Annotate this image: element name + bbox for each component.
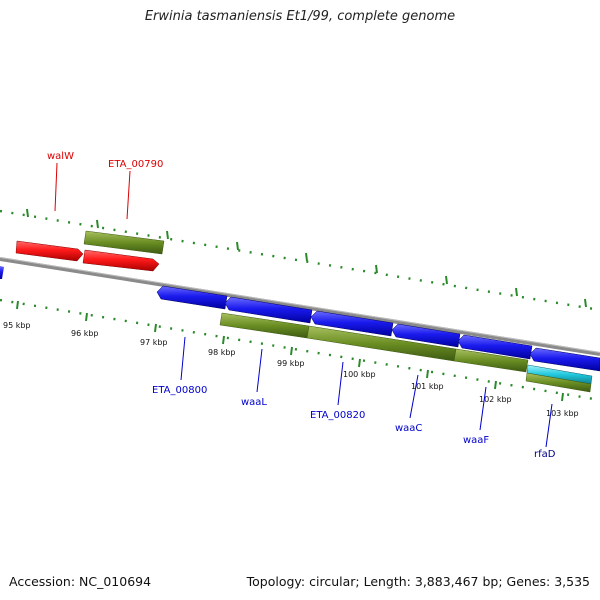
gene-label-waaF[interactable]: waaF	[463, 435, 489, 446]
genome-summary-text: Topology: circular; Length: 3,883,467 bp…	[246, 574, 590, 589]
cds-ETA_00790-bar[interactable]	[83, 230, 165, 255]
gene-rfaD-arrow[interactable]	[529, 347, 600, 372]
lower-major-tick	[426, 369, 429, 379]
lower-major-tick	[222, 335, 225, 345]
upper-tick-row	[0, 208, 600, 312]
gene-label-rfaD[interactable]: rfaD	[534, 449, 556, 460]
gene-waaF-arrow[interactable]	[457, 334, 533, 360]
tick-label: 102 kbp	[479, 395, 512, 404]
gene-ETA_00820-arrow[interactable]	[310, 310, 394, 337]
lower-major-tick	[494, 380, 497, 390]
gene-waaL-arrow[interactable]	[224, 296, 313, 324]
gene-ETA_00800-arrow[interactable]	[156, 285, 228, 310]
tick-label: 97 kbp	[140, 338, 168, 347]
upper-major-tick	[375, 264, 378, 274]
lower-tick-row	[0, 298, 600, 402]
gene-label-waaL[interactable]: waaL	[241, 397, 267, 408]
genome-backbone	[0, 257, 600, 356]
tick-label: 99 kbp	[277, 359, 305, 368]
tick-label: 96 kbp	[71, 329, 99, 338]
tick-label: 101 kbp	[411, 382, 444, 391]
upper-major-tick	[584, 298, 587, 308]
cds-rfaD-bar[interactable]	[525, 372, 592, 393]
reverse-strand-features	[0, 266, 600, 393]
gene-label-waaC[interactable]: waaC	[395, 423, 422, 434]
lower-major-tick	[290, 346, 293, 356]
gene-label-ETA_00800[interactable]: ETA_00800	[152, 385, 207, 396]
map-title: Erwinia tasmaniensis Et1/99, complete ge…	[144, 9, 456, 24]
lower-major-tick	[561, 392, 564, 402]
cds-reverse-bar-3[interactable]	[453, 348, 529, 373]
gene-labels: walW ETA_00790 ETA_00800 waaL ETA_00820 …	[47, 151, 556, 460]
lower-major-tick	[85, 312, 88, 322]
upper-major-tick	[96, 219, 99, 229]
upper-major-tick	[305, 252, 308, 262]
tick-label: 103 kbp	[546, 409, 579, 418]
upper-major-tick	[445, 275, 448, 285]
gene-ETA_00790-arrow[interactable]	[82, 249, 160, 272]
upper-major-tick	[515, 287, 518, 297]
gene-waaC-arrow[interactable]	[391, 323, 461, 348]
gene-label-ETA_00820[interactable]: ETA_00820	[310, 410, 365, 421]
coordinate-labels: 95 kbp 96 kbp 97 kbp 98 kbp 99 kbp 100 k…	[3, 321, 579, 418]
accession-text: Accession: NC_010694	[9, 574, 152, 589]
upper-major-tick	[26, 208, 29, 218]
tick-label: 98 kbp	[208, 348, 236, 357]
tick-label: 100 kbp	[343, 370, 376, 379]
tick-label: 95 kbp	[3, 321, 31, 330]
gene-walW-arrow[interactable]	[15, 240, 84, 262]
gene-left-edge-arrow[interactable]	[0, 266, 4, 279]
lower-major-tick	[154, 323, 157, 333]
lower-major-tick	[358, 358, 361, 368]
forward-strand-features	[15, 230, 165, 272]
upper-major-tick	[166, 230, 169, 240]
upper-major-tick	[236, 241, 239, 251]
lower-major-tick	[16, 300, 19, 310]
gene-label-ETA_00790[interactable]: ETA_00790	[108, 159, 163, 170]
gene-label-walW[interactable]: walW	[47, 151, 74, 162]
